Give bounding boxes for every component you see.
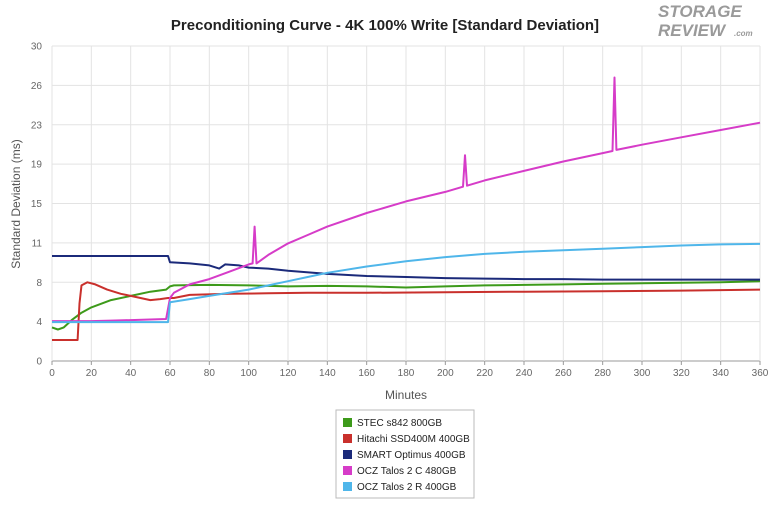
- legend-entry: STEC s842 800GB: [357, 418, 442, 429]
- legend-entry: OCZ Talos 2 C 480GB: [357, 466, 457, 477]
- logo-suffix: .com: [734, 29, 753, 38]
- y-tick-label: 30: [31, 42, 43, 53]
- x-tick-label: 60: [164, 368, 176, 379]
- y-tick-label: 19: [31, 160, 43, 171]
- series-lines: [51, 76, 761, 341]
- legend-entry: OCZ Talos 2 R 400GB: [357, 482, 457, 493]
- x-axis-ticks: 0 20 40 60 80 100 120 140 160 180 200 220 240 260 280 3…: [49, 368, 769, 379]
- y-tick-label: 26: [31, 81, 43, 92]
- logo-line2: REVIEW: [658, 21, 727, 40]
- x-tick-label: 280: [594, 368, 611, 379]
- y-axis-ticks: 0 4 8 11 15 19 23 26 30: [31, 42, 43, 368]
- series-line-2: [52, 255, 760, 281]
- series-line-0: [51, 280, 761, 331]
- x-tick-label: 240: [516, 368, 533, 379]
- x-tick-label: 220: [476, 368, 493, 379]
- x-tick-label: 200: [437, 368, 454, 379]
- series-line-1: [52, 281, 761, 341]
- logo-line1: STORAGE: [658, 2, 742, 21]
- y-tick-label: 4: [36, 317, 42, 328]
- y-tick-label: 0: [36, 357, 42, 368]
- x-tick-label: 300: [634, 368, 651, 379]
- x-tick-label: 320: [673, 368, 690, 379]
- x-tick-label: 140: [319, 368, 336, 379]
- x-tick-label: 120: [280, 368, 297, 379]
- x-tick-label: 260: [555, 368, 572, 379]
- x-axis-label: Minutes: [385, 388, 427, 402]
- legend-swatch: [343, 450, 352, 459]
- chart-title: Preconditioning Curve - 4K 100% Write [S…: [171, 17, 599, 34]
- x-tick-label: 160: [358, 368, 375, 379]
- x-tick-label: 40: [125, 368, 137, 379]
- x-tick-label: 360: [752, 368, 769, 379]
- x-tick-label: 180: [398, 368, 415, 379]
- storagereview-logo: STORAGE REVIEW .com: [658, 2, 753, 40]
- grid: [51, 45, 761, 365]
- x-tick-label: 340: [712, 368, 729, 379]
- legend-box: [335, 409, 475, 499]
- legend-entry: SMART Optimus 400GB: [357, 450, 466, 461]
- x-tick-label: 0: [49, 368, 55, 379]
- y-tick-label: 23: [31, 120, 43, 131]
- legend: STEC s842 800GB Hitachi SSD400M 400GB SMAR…: [335, 409, 475, 499]
- x-tick-label: 80: [204, 368, 216, 379]
- series-line-4: [52, 242, 761, 324]
- legend-swatch: [343, 418, 352, 427]
- legend-swatch: [343, 482, 352, 491]
- legend-entry: Hitachi SSD400M 400GB: [357, 434, 470, 445]
- y-tick-label: 11: [32, 238, 43, 249]
- y-tick-label: 8: [36, 278, 42, 289]
- legend-swatch: [343, 466, 352, 475]
- legend-swatch: [343, 434, 352, 443]
- x-tick-label: 20: [86, 368, 98, 379]
- x-tick-label: 100: [240, 368, 257, 379]
- y-tick-label: 15: [31, 199, 43, 210]
- y-axis-label: Standard Deviation (ms): [9, 139, 23, 268]
